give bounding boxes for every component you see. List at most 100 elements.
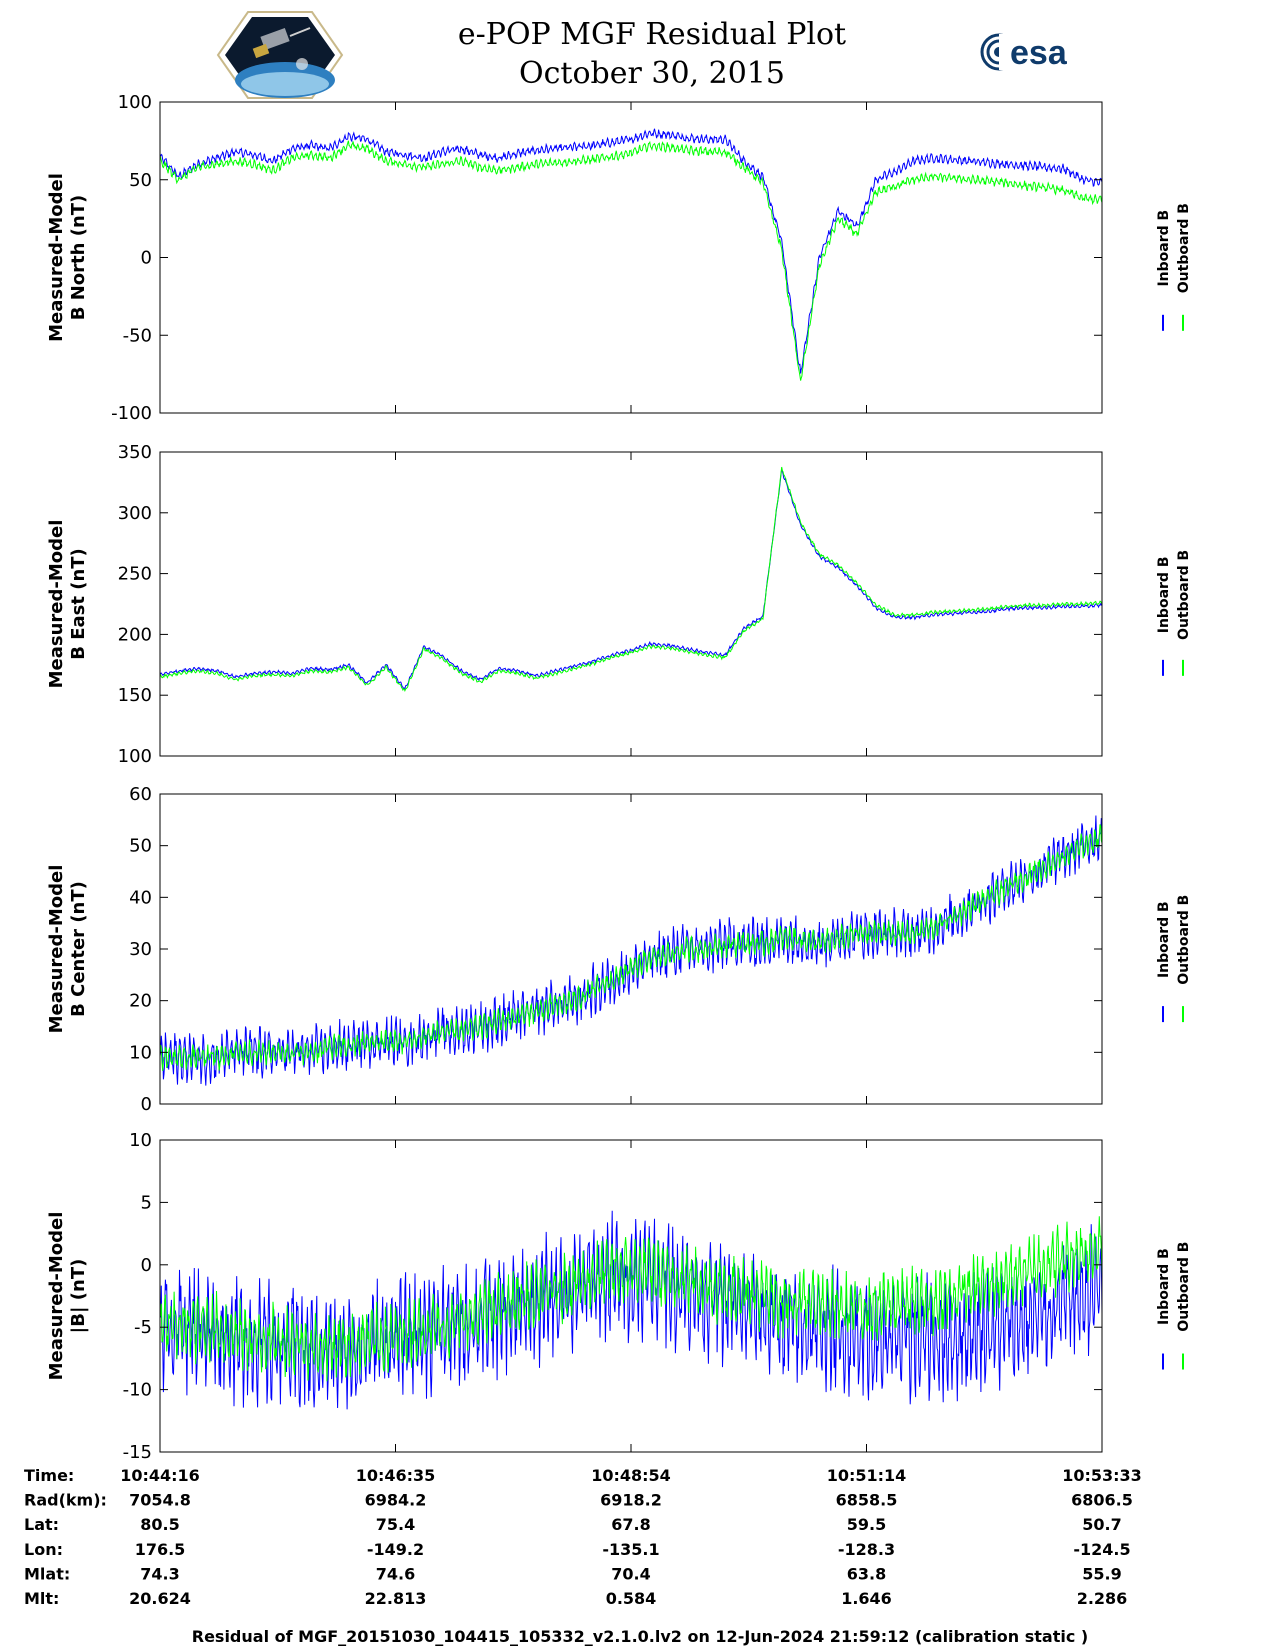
- info-cell: 20.624: [129, 1589, 191, 1608]
- legend-label-outboard: Outboard B: [1176, 203, 1192, 293]
- y-tick-label: 5: [141, 1192, 152, 1213]
- mission-patch-logo: [216, 11, 344, 99]
- y-axis-label-units: B North (nT): [68, 195, 89, 321]
- panel-4-traces: [160, 1210, 1102, 1410]
- y-tick-label: 60: [129, 784, 152, 805]
- info-cell: 2.286: [1077, 1589, 1128, 1608]
- info-cell: 6984.2: [365, 1491, 427, 1510]
- y-axis-label-units: B East (nT): [68, 548, 89, 660]
- panel-3-traces: [160, 815, 1102, 1086]
- info-cell: 0.584: [606, 1589, 657, 1608]
- y-tick-label: 40: [129, 887, 152, 908]
- orbit-info-table: Time: Rad(km): Lat: Lon: Mlat: Mlt: 10:44:16 70…: [24, 1466, 1142, 1608]
- info-cell: 74.3: [140, 1564, 179, 1583]
- y-tick-label: 20: [129, 991, 152, 1012]
- y-tick-label: -5: [134, 1317, 152, 1338]
- legend-label-inboard: Inboard B: [1156, 210, 1172, 287]
- info-cell: 10:53:33: [1062, 1466, 1142, 1485]
- info-cell: 50.7: [1082, 1515, 1121, 1534]
- panel-frame: [159, 451, 1103, 757]
- y-tick-label: 350: [118, 442, 152, 463]
- info-cell: -135.1: [602, 1540, 659, 1559]
- y-tick-label: -100: [111, 403, 152, 424]
- legend: Inboard B Outboard B: [1156, 550, 1192, 676]
- y-axis-label: Measured-Model: [46, 1212, 67, 1381]
- y-axis-label: Measured-Model: [46, 865, 67, 1034]
- info-cell: 75.4: [376, 1515, 415, 1534]
- legend-label-outboard: Outboard B: [1176, 1242, 1192, 1332]
- info-row-label: Lon:: [24, 1540, 63, 1559]
- y-tick-label: -50: [123, 325, 152, 346]
- info-cell: -124.5: [1073, 1540, 1130, 1559]
- y-tick-label: 250: [118, 564, 152, 585]
- info-row-label: Mlt:: [24, 1589, 59, 1608]
- esa-wordmark: esa: [1010, 34, 1068, 72]
- legend-label-inboard: Inboard B: [1156, 901, 1172, 978]
- legend: Inboard B Outboard B: [1156, 203, 1192, 331]
- y-axis-label: Measured-Model: [46, 173, 67, 342]
- panel-1-traces: [160, 128, 1102, 381]
- panel-2: 350 300 250 200 150 100 Measured-Model B East (…: [46, 442, 1192, 767]
- y-tick-label: 200: [118, 624, 152, 645]
- esa-logo: esa: [980, 33, 1068, 72]
- info-cell: 10:48:54: [591, 1466, 671, 1485]
- y-tick-label: 0: [141, 248, 152, 269]
- info-cell: 6858.5: [836, 1491, 898, 1510]
- plot-title: e-POP MGF Residual Plot: [458, 17, 846, 52]
- legend-label-inboard: Inboard B: [1156, 1248, 1172, 1325]
- info-cell: 59.5: [847, 1515, 886, 1534]
- y-tick-label: 0: [141, 1094, 152, 1115]
- y-tick-label: 300: [118, 503, 152, 524]
- info-cell: 55.9: [1082, 1564, 1121, 1583]
- info-cell: 6806.5: [1071, 1491, 1133, 1510]
- series-inboard-b-line: [160, 128, 1102, 374]
- panel-frame: [159, 793, 1103, 1105]
- y-tick-label: 10: [129, 1130, 152, 1151]
- info-cell: 7054.8: [129, 1491, 191, 1510]
- series-outboard-b-line: [160, 466, 1102, 692]
- info-cell: 22.813: [365, 1589, 427, 1608]
- legend-label-outboard: Outboard B: [1176, 550, 1192, 640]
- y-tick-label: 10: [129, 1042, 152, 1063]
- info-cell: 74.6: [376, 1564, 415, 1583]
- info-cell: 80.5: [140, 1515, 179, 1534]
- panel-2-traces: [160, 466, 1102, 692]
- legend: Inboard B Outboard B: [1156, 1242, 1192, 1370]
- y-tick-label: 30: [129, 939, 152, 960]
- info-row-label: Time:: [24, 1466, 74, 1485]
- y-tick-label: 50: [129, 836, 152, 857]
- y-tick-label: -10: [123, 1380, 152, 1401]
- info-cell: 10:46:35: [356, 1466, 436, 1485]
- series-outboard-b-line: [160, 1216, 1102, 1382]
- series-inboard-b-line: [160, 468, 1102, 691]
- y-axis-label: Measured-Model: [46, 520, 67, 689]
- info-row-label: Mlat:: [24, 1564, 70, 1583]
- y-tick-label: 50: [129, 170, 152, 191]
- y-tick-label: 100: [118, 746, 152, 767]
- panel-frame: [159, 101, 1103, 414]
- info-cell: 1.646: [841, 1589, 892, 1608]
- legend-label-outboard: Outboard B: [1176, 895, 1192, 985]
- info-cell: 67.8: [611, 1515, 650, 1534]
- legend-label-inboard: Inboard B: [1156, 557, 1172, 634]
- y-axis-label-units: |B| (nT): [68, 1259, 89, 1334]
- legend: Inboard B Outboard B: [1156, 895, 1192, 1023]
- plot-date: October 30, 2015: [519, 56, 785, 91]
- panel-3: 60 50 40 30 20 10 0 Measured-Model B Center (nT)…: [46, 784, 1192, 1115]
- info-cell: 10:51:14: [827, 1466, 907, 1485]
- info-cell: 63.8: [847, 1564, 886, 1583]
- y-tick-label: 0: [141, 1255, 152, 1276]
- info-cell: 6918.2: [600, 1491, 662, 1510]
- info-row-label: Rad(km):: [24, 1491, 107, 1510]
- series-outboard-b-line: [160, 824, 1102, 1071]
- series-outboard-b-line: [160, 140, 1102, 381]
- info-row-label: Lat:: [24, 1515, 59, 1534]
- y-tick-label: 150: [118, 685, 152, 706]
- info-cell: 70.4: [611, 1564, 650, 1583]
- y-tick-label: 100: [118, 92, 152, 113]
- series-inboard-b-line: [160, 815, 1102, 1086]
- footer-caption: Residual of MGF_20151030_104415_105332_v…: [192, 1627, 1088, 1646]
